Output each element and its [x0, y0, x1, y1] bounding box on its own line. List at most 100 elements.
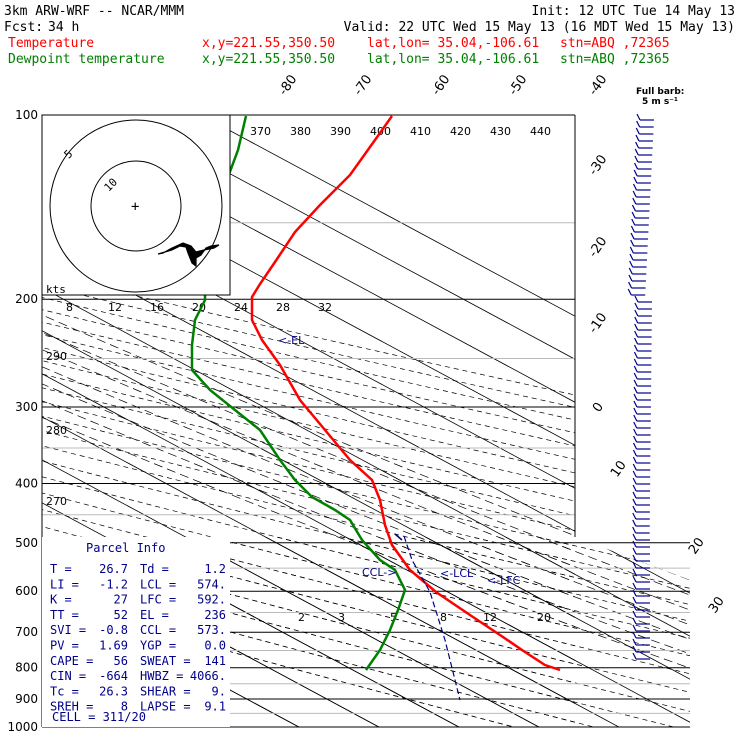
hodograph-units: kts	[46, 283, 66, 296]
theta-label: 390	[330, 125, 351, 138]
wind-barb-flag	[636, 113, 641, 121]
parcel-value-left: 27	[114, 593, 128, 607]
wind-barb-flag	[632, 477, 637, 485]
wind-barb-flag	[630, 232, 635, 240]
parcel-value-right: 4066.	[190, 669, 226, 683]
dewpoint-legend-row: Dewpoint temperature x,y=221.55,350.50 l…	[8, 52, 670, 67]
wind-barb-flag	[629, 246, 634, 254]
isobar-label: 100	[15, 108, 38, 122]
isotherm-line	[42, 537, 690, 727]
hodograph-ring-outer	[49, 119, 223, 293]
temperature-xy: x,y=221.55,350.50	[202, 36, 335, 51]
theta-label: 270	[46, 495, 67, 508]
isotherm-label: 30	[706, 594, 728, 616]
parcel-key-left: CAPE =	[50, 654, 93, 668]
parcel-key-right: YGP =	[140, 639, 176, 653]
wind-barb-flag	[632, 582, 637, 590]
isotherm-line	[42, 537, 484, 727]
temperature-station: stn=ABQ ,72365	[560, 36, 670, 51]
wind-barb-flag	[631, 204, 636, 212]
hodograph: 5 10 + kts	[41, 114, 231, 296]
wind-barb-flag	[632, 456, 637, 464]
parcel-key-left: T =	[50, 562, 72, 576]
wind-barb-flag	[634, 337, 639, 345]
wind-barb-flag	[629, 260, 634, 268]
wind-barb-flag	[632, 596, 637, 604]
isotherm-label: -10	[586, 310, 610, 336]
level-marker: <-EL	[278, 334, 305, 347]
parcel-value-left: 8	[121, 700, 128, 714]
parcel-key-right: SHEAR =	[140, 684, 191, 698]
parcel-key-right: HWBZ =	[140, 669, 183, 683]
wind-barb-flag	[633, 393, 638, 401]
isobar-label: 400	[15, 476, 38, 490]
valid-time: Valid: 22 UTC Wed 15 May 13 (16 MDT Wed …	[344, 20, 735, 35]
mixing-ratio-label: 3	[338, 611, 345, 624]
wind-barb-flag	[634, 162, 639, 170]
isotherm-line	[42, 287, 575, 575]
barb-legend-line2: 5 m s⁻¹	[642, 97, 678, 107]
temperature-curve	[250, 115, 561, 672]
hodograph-ring-inner	[90, 160, 182, 252]
wind-barb-flag	[633, 372, 638, 380]
parcel-key-right: EL =	[140, 608, 169, 622]
wind-barb-flag	[632, 547, 637, 555]
hodograph-trace	[157, 242, 220, 268]
parcel-key-left: CIN =	[50, 669, 86, 683]
wind-barb-flag	[633, 435, 638, 443]
isobar-label: 800	[15, 661, 38, 675]
theta-label: 290	[46, 350, 67, 363]
isotherm-label: -50	[506, 72, 530, 98]
wind-barb-flag	[632, 190, 637, 198]
isotherm-label: -20	[586, 234, 610, 260]
dewpoint-legend-label: Dewpoint temperature	[8, 52, 165, 67]
hodograph-axis-label: 32	[318, 301, 332, 314]
wind-barb-flag	[634, 309, 639, 317]
wind-barb-flag	[633, 176, 638, 184]
wind-barb-flag	[633, 386, 638, 394]
wind-barb-flag	[630, 239, 635, 247]
temperature-legend-row: Temperature x,y=221.55,350.50 lat,lon= 3…	[8, 36, 670, 51]
mixing-ratio-label: 8	[440, 611, 447, 624]
wind-barb-flag	[632, 470, 637, 478]
wind-barb-flag	[628, 281, 633, 289]
parcel-key-left: LI =	[50, 577, 79, 591]
isobar-label: 200	[15, 292, 38, 306]
isotherm-label: 20	[686, 535, 708, 557]
parcel-key-left: PV =	[50, 639, 79, 653]
isobar-label: 600	[15, 584, 38, 598]
hodograph-axis-label: 8	[66, 301, 73, 314]
wind-barb-flag	[632, 645, 637, 653]
isotherm-label: -40	[586, 72, 610, 98]
wind-barb-flag	[634, 148, 639, 156]
wind-barb-flag	[632, 610, 637, 618]
wind-barb-flag	[632, 484, 637, 492]
wind-barb-flag	[633, 379, 638, 387]
dry-adiabat	[42, 537, 690, 727]
wind-barb-flag	[633, 344, 639, 352]
parcel-value-right: 1.2	[204, 562, 226, 576]
parcel-key-left: Tc =	[50, 684, 79, 698]
parcel-info-panel: Parcel Info T = 26.7 Td = 1.2 LI = -1.2 LCL = 5…	[42, 537, 230, 727]
isotherm-label: 0	[590, 400, 607, 415]
wind-barb-flag	[636, 120, 641, 128]
parcel-value-left: 26.3	[99, 684, 128, 698]
dry-adiabat	[42, 537, 690, 727]
isotherm-line	[42, 537, 564, 727]
parcel-tick	[394, 533, 403, 541]
wind-barb-flag	[635, 127, 640, 135]
parcel-value-left: 56	[114, 654, 128, 668]
hodograph-axis-label: 24	[234, 301, 248, 314]
wind-barb-flag	[627, 288, 632, 296]
wind-barb-flag	[634, 295, 639, 303]
isotherm-line	[120, 115, 575, 360]
parcel-info-title: Parcel Info	[86, 541, 165, 555]
wind-barb-flag	[633, 428, 638, 436]
parcel-value-right: 0.0	[204, 639, 226, 653]
isotherm-line	[0, 87, 3, 740]
wind-barb-flag	[632, 603, 637, 611]
parcel-value-right: 592.	[197, 593, 226, 607]
parcel-value-right: 9.1	[204, 700, 226, 714]
wind-barb-flag	[632, 442, 638, 450]
parcel-value-right: 236	[204, 608, 226, 622]
